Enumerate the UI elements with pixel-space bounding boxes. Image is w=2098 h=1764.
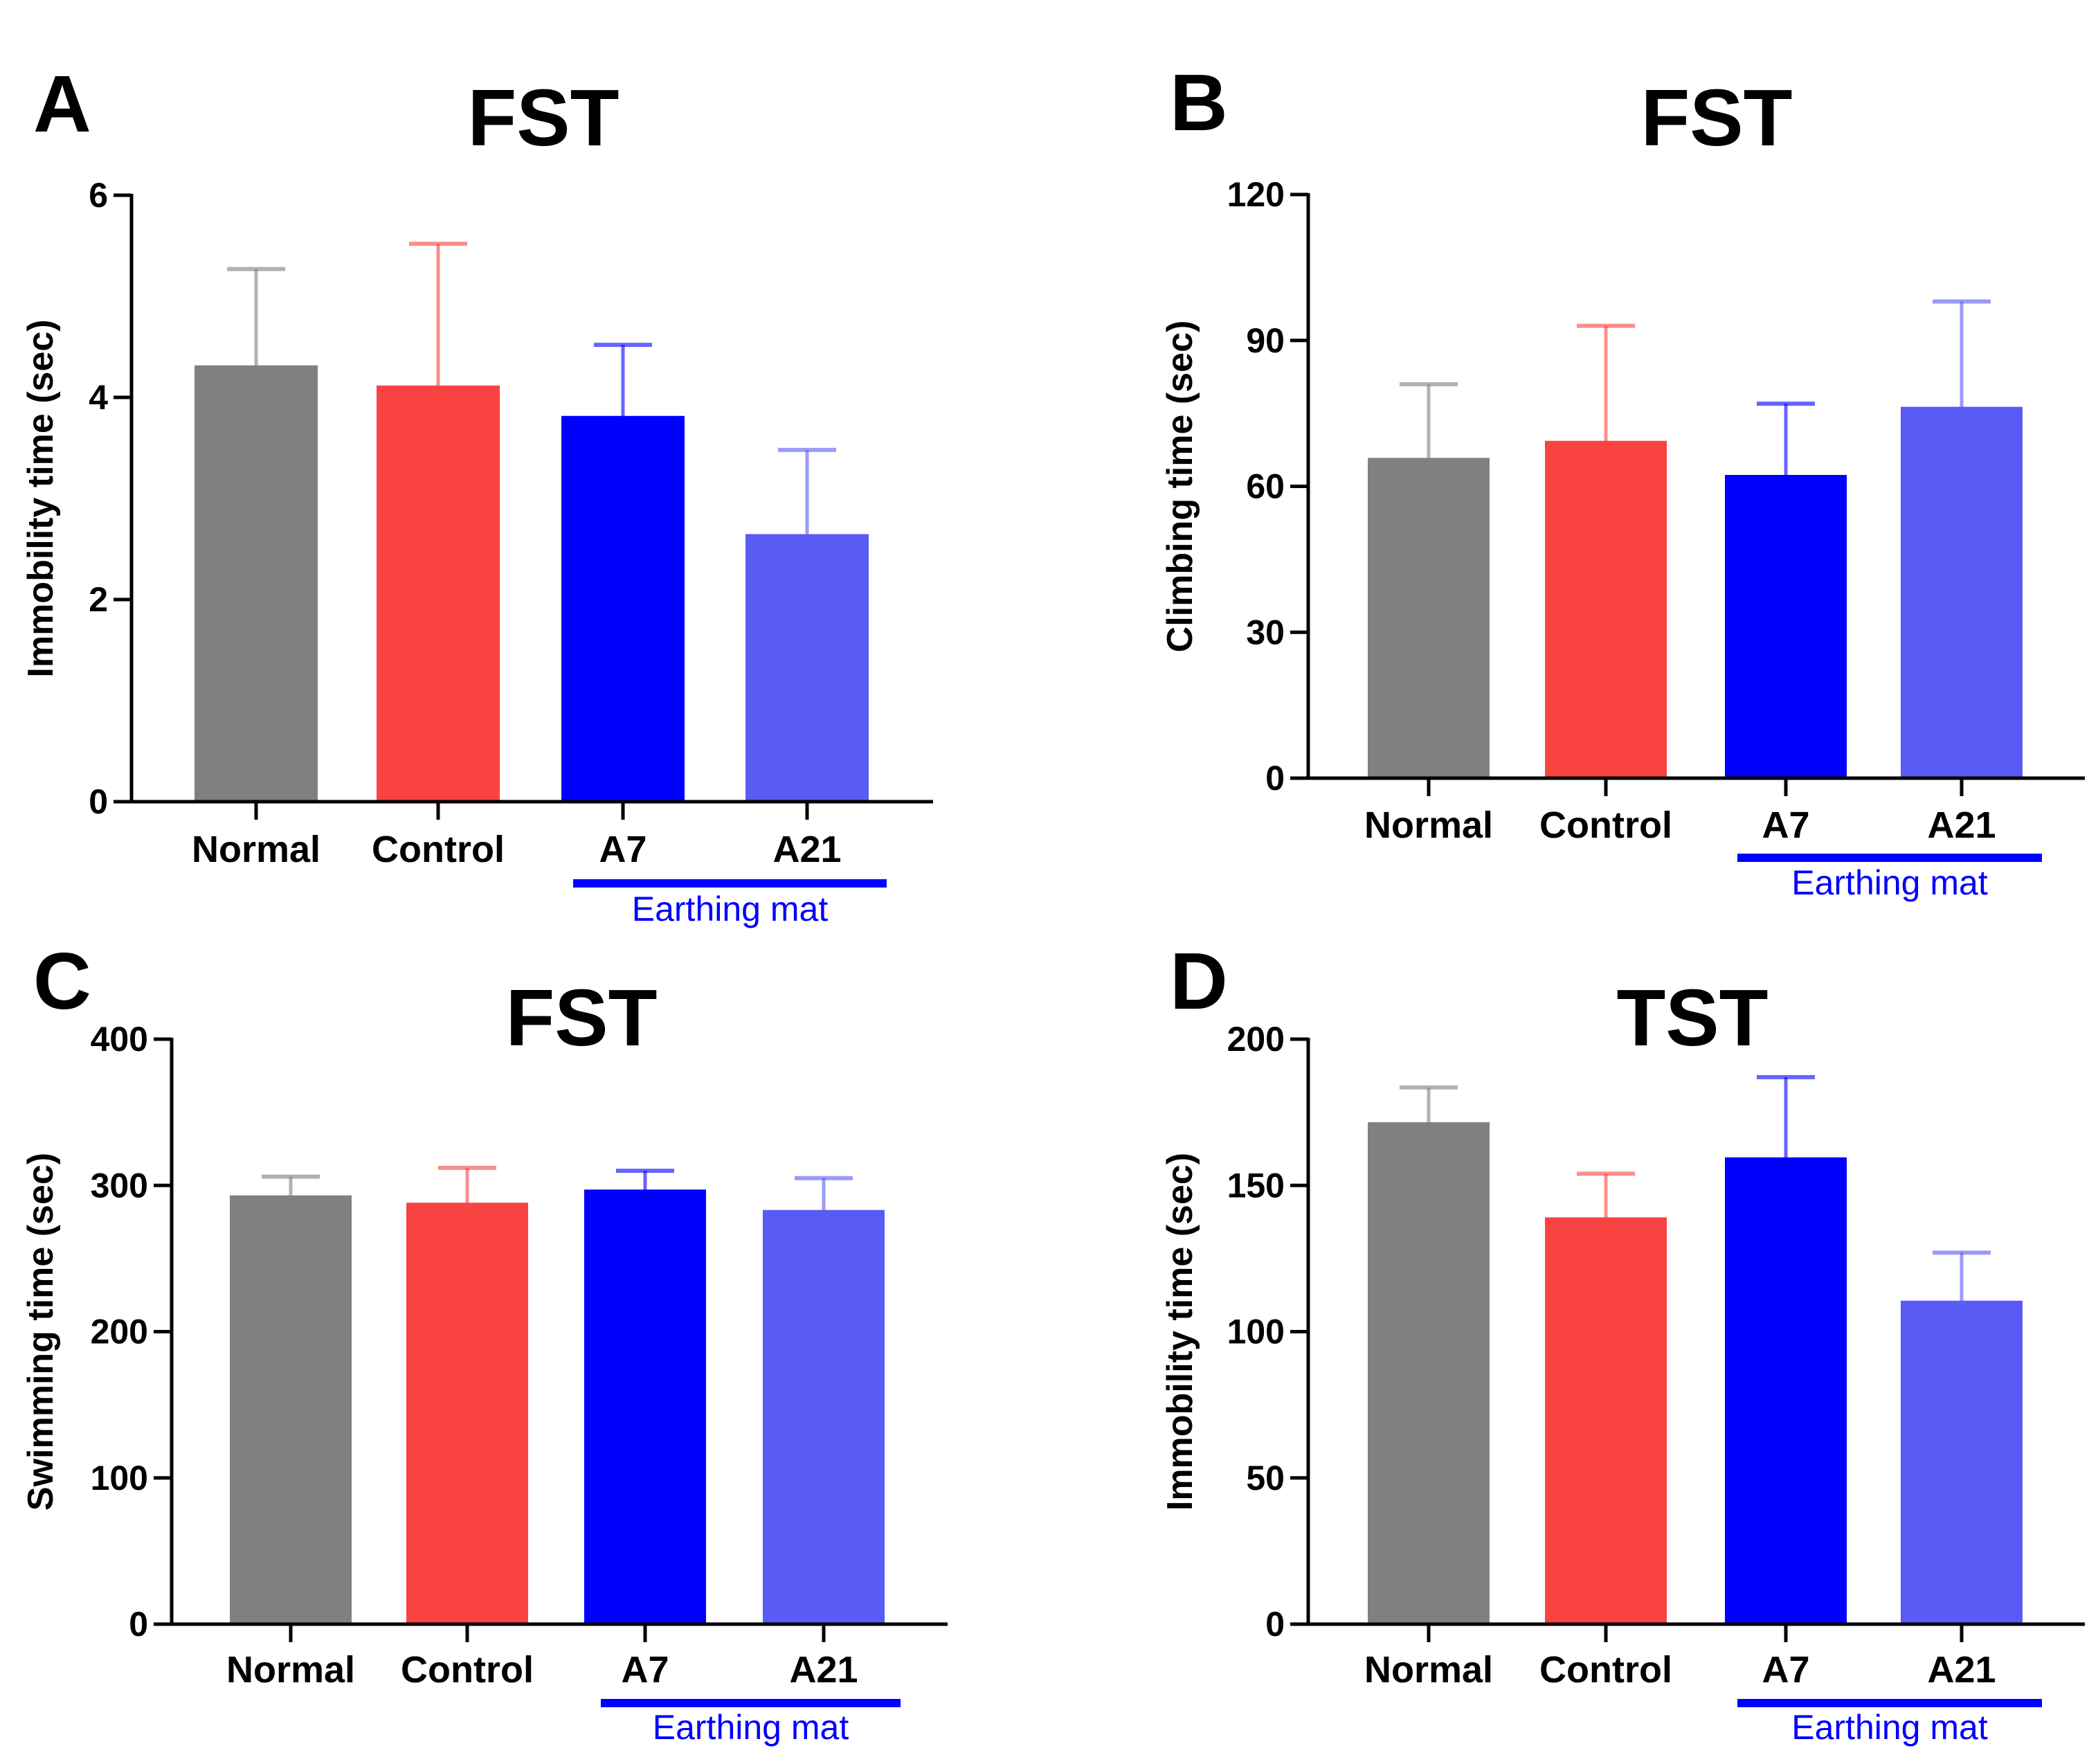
y-tick-label: 200: [91, 1313, 148, 1351]
chart-title: TST: [1616, 973, 1768, 1063]
x-tick-label: A7: [1762, 1649, 1809, 1691]
y-tick-label: 200: [1227, 1020, 1285, 1059]
bar-control: [406, 1204, 528, 1624]
y-tick-label: 30: [1246, 613, 1285, 651]
y-tick-label: 0: [129, 1605, 148, 1644]
bar-normal: [195, 367, 318, 802]
bar-a21: [763, 1212, 885, 1624]
x-tick-label: Control: [1539, 804, 1672, 846]
y-tick-label: 2: [89, 580, 108, 619]
panel-letter: C: [33, 936, 91, 1026]
panel-letter: A: [33, 59, 91, 149]
panel-c: C FST 0 100 200 300 400 Normal Control A7 A21 Swimm…: [21, 936, 948, 1747]
bar-a7: [584, 1191, 706, 1624]
group-bracket-label: Earthing mat: [632, 890, 829, 928]
panel-letter: D: [1170, 936, 1228, 1026]
bar-normal: [230, 1197, 352, 1624]
x-tick-label: A21: [789, 1649, 858, 1691]
y-tick-label: 150: [1227, 1166, 1285, 1205]
x-tick-label: A7: [599, 829, 646, 870]
y-tick-label: 50: [1246, 1459, 1285, 1497]
bar-control: [377, 387, 500, 802]
bar-a21: [745, 536, 869, 802]
y-tick-label: 0: [1265, 1605, 1285, 1644]
x-tick-label: A7: [1762, 804, 1809, 846]
panel-d: D TST 0 50 100 150 200 Normal Control A7 A21 Immobi…: [1160, 936, 2085, 1747]
y-axis-title: Climbing time (sec): [1160, 321, 1200, 653]
y-tick-label: 100: [1227, 1313, 1285, 1351]
panel-letter: B: [1170, 57, 1228, 147]
y-tick-label: 60: [1246, 467, 1285, 506]
chart-title: FST: [505, 973, 657, 1063]
y-tick-label: 120: [1227, 175, 1285, 214]
bar-a7: [1725, 476, 1847, 778]
x-tick-label: Control: [1539, 1649, 1672, 1691]
x-tick-label: A21: [1927, 1649, 1996, 1691]
y-tick-label: 6: [89, 176, 108, 215]
group-bracket-label: Earthing mat: [1791, 1708, 1988, 1747]
bar-a7: [561, 417, 685, 802]
bar-a21: [1901, 408, 2023, 778]
x-tick-label: A21: [1927, 804, 1996, 846]
group-bracket-label: Earthing mat: [653, 1708, 849, 1747]
x-tick-label: Normal: [192, 829, 320, 870]
x-tick-label: Control: [401, 1649, 534, 1691]
y-axis-title: Immobility time (sec): [1160, 1153, 1200, 1511]
panel-a: A FST 0 2 4 6 Normal Control A7 A21 Immobility tim…: [21, 59, 933, 928]
chart-title: FST: [1640, 73, 1792, 163]
x-tick-label: Control: [372, 829, 505, 870]
x-tick-label: Normal: [226, 1649, 355, 1691]
x-tick-label: Normal: [1364, 804, 1493, 846]
bar-a21: [1901, 1302, 2023, 1624]
panel-b: B FST 0 30 60 90 120 Normal Control A7 A21 Climbing…: [1160, 57, 2085, 902]
y-tick-label: 400: [91, 1020, 148, 1059]
x-tick-label: A21: [772, 829, 841, 870]
y-axis-title: Swimming time (sec): [21, 1153, 61, 1511]
y-tick-label: 0: [1265, 759, 1285, 798]
y-tick-label: 4: [89, 378, 108, 417]
x-tick-label: A7: [621, 1649, 669, 1691]
x-tick-label: Normal: [1364, 1649, 1493, 1691]
y-tick-label: 100: [91, 1459, 148, 1497]
y-tick-label: 0: [89, 782, 108, 821]
bar-normal: [1368, 459, 1490, 778]
y-tick-label: 300: [91, 1166, 148, 1205]
bar-control: [1545, 1218, 1667, 1624]
bar-a7: [1725, 1159, 1847, 1624]
y-tick-label: 90: [1246, 321, 1285, 360]
bar-control: [1545, 442, 1667, 778]
y-axis-title: Immobility time (sec): [21, 319, 61, 677]
chart-title: FST: [467, 73, 619, 163]
group-bracket-label: Earthing mat: [1791, 863, 1988, 902]
bar-normal: [1368, 1124, 1490, 1624]
